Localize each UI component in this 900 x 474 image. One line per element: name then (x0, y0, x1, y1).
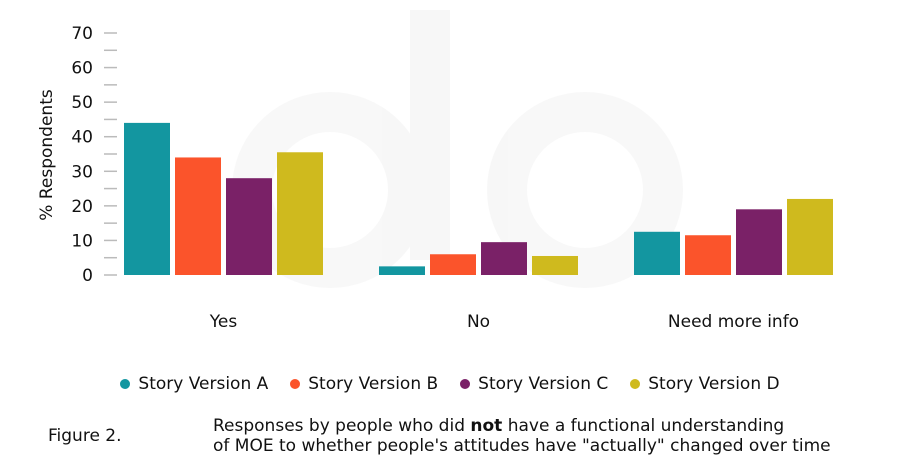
bar-yes-story-version-b (175, 157, 221, 275)
bar-yes-story-version-c (226, 178, 272, 275)
legend-dot-icon (630, 379, 641, 389)
caption-line1-start: Responses by people who did (213, 416, 471, 436)
bar-no-story-version-d (532, 255, 578, 275)
figure-label: Figure 2. (48, 426, 122, 446)
y-tick-label: 60 (71, 59, 93, 79)
legend-item: Story Version A (120, 374, 268, 394)
y-tick-label: 20 (71, 197, 93, 217)
legend-item: Story Version C (460, 374, 608, 394)
caption-line1-end: have a functional understanding (502, 416, 785, 436)
bar-yes-story-version-a (124, 122, 170, 275)
category-label: Need more info (668, 312, 799, 332)
legend-label: Story Version C (478, 374, 609, 394)
bar-need-more-info-story-version-a (634, 231, 680, 275)
bar-chart: 0 10 20 30 40 50 60 70 Yes No Need more info % Re… (37, 24, 833, 332)
y-tick-label: 30 (71, 162, 93, 182)
legend-dot-icon (460, 379, 471, 389)
category-labels: Yes No Need more info (209, 312, 799, 332)
legend-label: Story Version D (648, 374, 780, 394)
category-label: Yes (209, 312, 238, 332)
caption-line2: of MOE to whether people's attitudes hav… (213, 436, 831, 456)
y-axis-label: % Respondents (37, 89, 57, 221)
category-label: No (467, 312, 490, 332)
bars (124, 122, 833, 275)
bar-need-more-info-story-version-d (787, 198, 833, 275)
legend-label: Story Version A (138, 374, 269, 394)
y-tick-label: 0 (82, 266, 93, 286)
bar-no-story-version-c (481, 242, 527, 275)
caption-bold-word: not (470, 416, 503, 436)
legend-item: Story Version D (630, 374, 780, 394)
bar-need-more-info-story-version-b (685, 235, 731, 275)
bar-no-story-version-a (379, 266, 425, 275)
bar-yes-story-version-d (277, 152, 323, 275)
bar-need-more-info-story-version-c (736, 209, 782, 275)
y-tick-label: 10 (71, 231, 93, 251)
y-tick-label: 50 (71, 93, 93, 113)
bar-no-story-version-b (430, 254, 476, 275)
y-tick-label: 40 (71, 128, 93, 148)
legend-dot-icon (290, 379, 301, 389)
legend-item: Story Version B (290, 374, 438, 394)
legend-dot-icon (120, 379, 131, 389)
y-tick-label: 70 (71, 24, 93, 44)
legend-label: Story Version B (308, 374, 439, 394)
legend: Story Version A Story Version B Story Vers… (0, 374, 900, 394)
y-axis: 0 10 20 30 40 50 60 70 (71, 24, 117, 286)
figure-caption: Responses by people who did not have a f… (213, 416, 893, 456)
